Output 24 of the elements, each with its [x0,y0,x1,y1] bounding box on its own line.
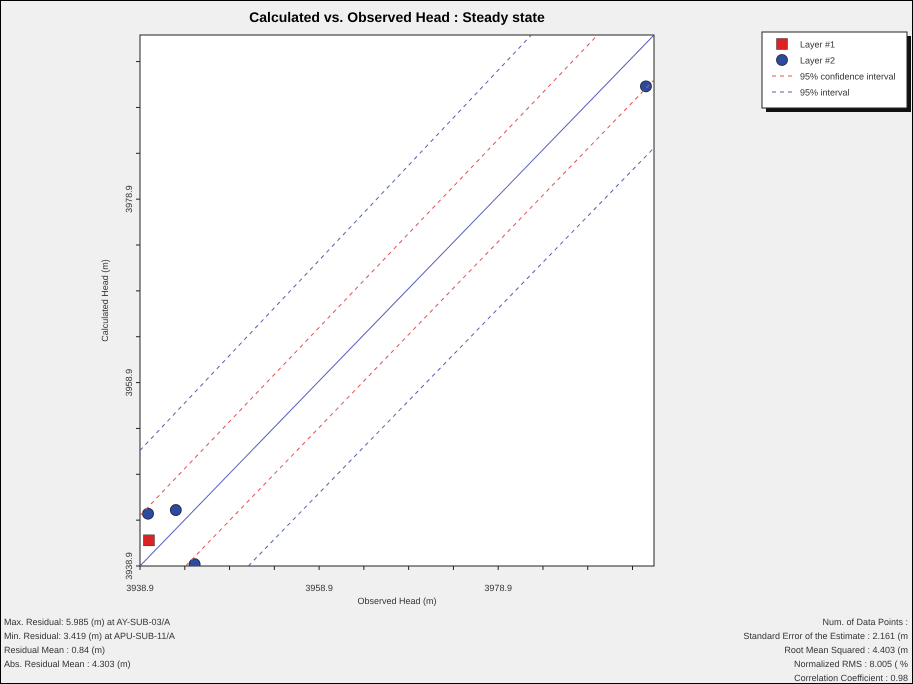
text: Num. of Data Points : [822,617,908,627]
text: Residual Mean : 0.84 (m) [4,645,106,655]
legend-label: Layer #2 [800,56,836,66]
legend-label: Layer #1 [800,40,836,50]
point [142,508,154,520]
y-axis-title: Calculated Head (m) [100,259,110,342]
point [143,534,155,546]
text: Abs. Residual Mean : 4.303 (m) [4,659,131,669]
point [640,80,652,92]
text: Max. Residual: 5.985 (m) at AY-SUB-03/A [4,617,170,627]
y-tick-label: 3978.9 [124,185,134,213]
legend-label: 95% confidence interval [800,72,896,82]
point [170,504,182,516]
x-axis-title: Observed Head (m) [357,596,437,606]
text: Min. Residual: 3.419 (m) at APU-SUB-11/A [4,631,175,641]
chart-title: Calculated vs. Observed Head : Steady state [249,9,546,25]
y-tick-label: 3958.9 [124,368,134,396]
x-tick-label: 3958.9 [305,583,333,593]
x-tick-label: 3978.9 [484,583,512,593]
legend-label: 95% interval [800,88,850,98]
text: Root Mean Squared : 4.403 (m [784,645,908,655]
text: Normalized RMS : 8.005 ( % [794,659,908,669]
text: Standard Error of the Estimate : 2.161 (m [743,631,908,641]
text: Correlation Coefficient : 0.98 [794,673,908,683]
